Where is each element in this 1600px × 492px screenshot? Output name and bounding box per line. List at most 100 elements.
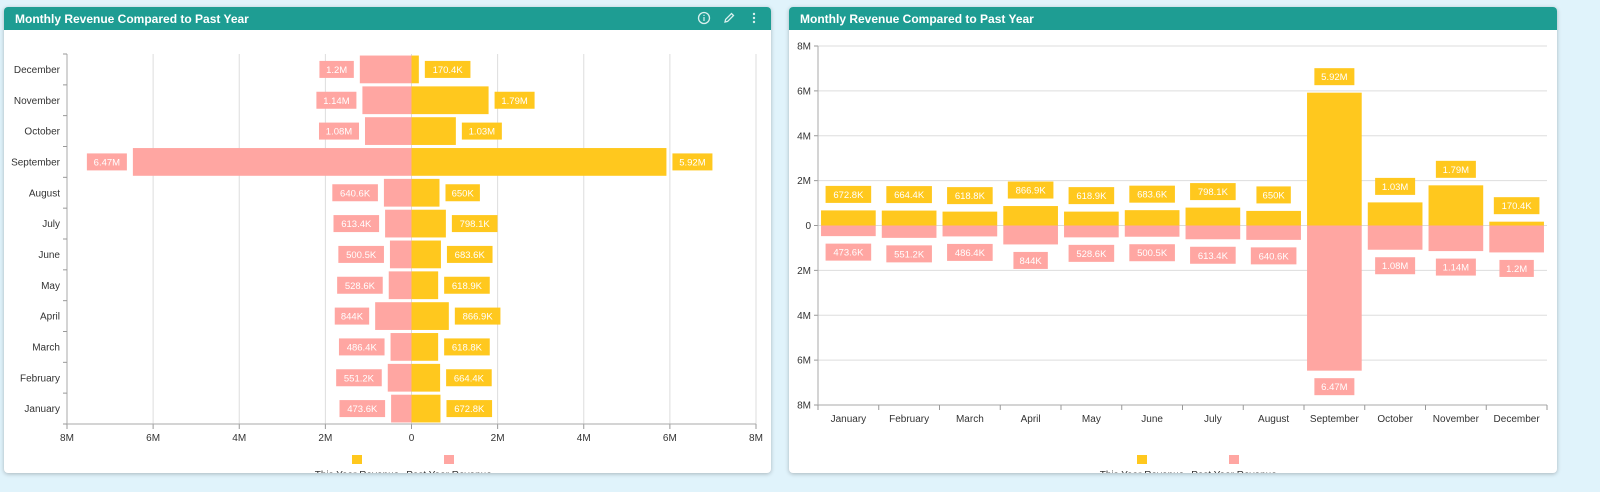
data-label-past-year-box xyxy=(337,276,383,294)
panel-title: Monthly Revenue Compared to Past Year xyxy=(15,11,249,26)
edit-icon[interactable] xyxy=(722,11,736,25)
vertical-chart-panel: Monthly Revenue Compared to Past Year 8M… xyxy=(789,7,1557,473)
bar-this-year xyxy=(1064,211,1119,226)
bar-this-year xyxy=(1307,92,1362,226)
x-tick-label: 6M xyxy=(146,433,160,444)
legend-swatch-this-year xyxy=(1137,455,1147,464)
x-tick-label: May xyxy=(1082,414,1101,425)
data-label-this-year-box xyxy=(825,185,872,203)
data-label-past-year-box xyxy=(1013,251,1048,269)
x-tick-label: January xyxy=(831,414,867,425)
data-label-this-year: 866.9K xyxy=(1016,186,1047,197)
data-label-past-year-box xyxy=(332,184,378,202)
legend-label-this-year: This Year Revenue xyxy=(315,470,400,473)
bar-this-year xyxy=(411,178,440,207)
data-label-this-year: 866.9K xyxy=(463,312,494,323)
bar-this-year xyxy=(1489,221,1544,226)
bar-this-year xyxy=(411,363,441,392)
more-vertical-icon[interactable] xyxy=(747,11,761,25)
bar-this-year xyxy=(1185,207,1241,226)
y-tick-label: March xyxy=(32,342,60,353)
bar-this-year xyxy=(821,210,876,226)
x-tick-label: December xyxy=(1494,414,1541,425)
panel-header: Monthly Revenue Compared to Past Year xyxy=(4,7,771,30)
x-tick-label: March xyxy=(956,414,984,425)
data-label-past-year: 473.6K xyxy=(347,404,378,415)
data-label-past-year: 486.4K xyxy=(347,342,378,353)
bar-this-year xyxy=(1003,206,1058,226)
y-tick-label: June xyxy=(38,250,60,261)
data-label-past-year: 640.6K xyxy=(340,188,371,199)
data-label-this-year-box xyxy=(446,369,492,387)
bar-this-year xyxy=(1246,210,1301,226)
y-tick-label: October xyxy=(24,127,60,138)
data-label-this-year: 170.4K xyxy=(433,65,464,76)
bar-past-year xyxy=(1246,225,1301,240)
data-label-this-year-box xyxy=(445,184,480,202)
data-label-past-year: 528.6K xyxy=(1076,249,1107,260)
data-label-past-year-box xyxy=(336,369,382,387)
data-label-past-year: 1.08M xyxy=(1382,261,1408,272)
data-label-this-year-box xyxy=(1375,177,1416,195)
data-label-past-year-box xyxy=(334,307,370,325)
data-label-this-year: 683.6K xyxy=(455,250,486,261)
data-label-past-year-box xyxy=(1250,247,1297,265)
bar-past-year xyxy=(1428,225,1484,252)
data-label-past-year: 486.4K xyxy=(955,248,986,259)
data-label-past-year: 613.4K xyxy=(1198,251,1229,262)
data-label-past-year: 6.47M xyxy=(1321,382,1347,393)
x-tick-label: September xyxy=(1310,414,1360,425)
data-label-this-year: 672.8K xyxy=(833,190,864,201)
data-label-this-year-box xyxy=(1068,187,1115,205)
x-tick-label: February xyxy=(889,414,929,425)
data-label-this-year: 618.9K xyxy=(452,281,483,292)
bar-this-year xyxy=(942,211,998,226)
bar-past-year xyxy=(359,55,412,84)
bar-past-year xyxy=(391,394,412,423)
data-label-past-year: 551.2K xyxy=(344,373,375,384)
bar-past-year xyxy=(364,117,412,145)
data-label-past-year: 1.14M xyxy=(1443,263,1469,274)
x-tick-label: 2M xyxy=(491,433,505,444)
data-label-this-year-box xyxy=(1314,68,1355,86)
bar-past-year xyxy=(821,225,876,237)
bar-this-year xyxy=(411,55,419,84)
legend-label-past-year: Past Year Revenue xyxy=(406,470,492,473)
bar-past-year xyxy=(1185,225,1241,240)
bar-this-year xyxy=(1367,202,1423,226)
data-label-past-year-box xyxy=(886,245,932,263)
data-label-past-year: 1.2M xyxy=(326,65,347,76)
y-tick-label: February xyxy=(20,373,60,384)
data-label-past-year: 844K xyxy=(1020,256,1043,267)
y-tick-label: 4M xyxy=(797,311,811,322)
x-tick-label: 6M xyxy=(663,433,677,444)
data-label-this-year: 5.92M xyxy=(1321,72,1347,83)
info-icon[interactable] xyxy=(697,11,711,25)
data-label-this-year-box xyxy=(444,338,490,356)
data-label-this-year-box xyxy=(672,153,713,171)
x-tick-label: October xyxy=(1377,414,1413,425)
x-tick-label: 2M xyxy=(318,433,332,444)
data-label-past-year: 844K xyxy=(341,312,364,323)
y-tick-label: 0 xyxy=(805,221,811,232)
x-tick-label: April xyxy=(1021,414,1041,425)
panel-title: Monthly Revenue Compared to Past Year xyxy=(800,11,1034,26)
data-label-this-year: 618.9K xyxy=(1076,191,1107,202)
y-tick-label: 6M xyxy=(797,356,811,367)
data-label-past-year: 551.2K xyxy=(894,249,925,260)
bar-past-year xyxy=(383,178,412,207)
y-tick-label: 4M xyxy=(797,131,811,142)
data-label-this-year: 1.79M xyxy=(501,96,527,107)
data-label-this-year: 1.03M xyxy=(469,127,495,138)
bar-this-year xyxy=(411,240,441,269)
data-label-past-year: 1.14M xyxy=(323,96,349,107)
bar-this-year xyxy=(411,86,489,115)
x-tick-label: August xyxy=(1258,414,1289,425)
data-label-past-year-box xyxy=(316,91,357,109)
bar-this-year xyxy=(411,148,667,176)
data-label-past-year: 1.2M xyxy=(1506,264,1527,275)
data-label-past-year-box xyxy=(318,122,359,140)
data-label-this-year-box xyxy=(1190,183,1236,201)
x-tick-label: 8M xyxy=(749,433,763,444)
data-label-this-year: 618.8K xyxy=(955,191,986,202)
